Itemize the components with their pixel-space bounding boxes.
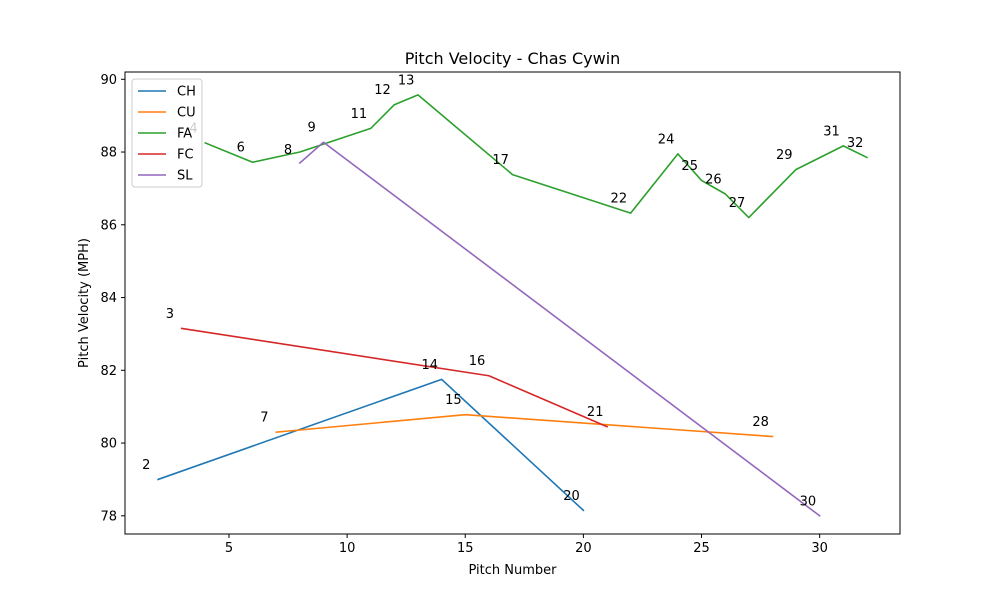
- x-tick-label: 5: [225, 541, 233, 556]
- legend-label-fa: FA: [177, 127, 192, 142]
- pitch-number-labels: 2346789111213141516172021222425262728293…: [142, 73, 863, 509]
- x-tick-label: 15: [457, 541, 474, 556]
- y-tick-label: 90: [100, 73, 117, 88]
- pitch-label-9: 9: [308, 121, 316, 136]
- pitch-label-13: 13: [398, 73, 415, 88]
- x-axis-label: Pitch Number: [468, 563, 557, 578]
- pitch-label-22: 22: [611, 192, 628, 207]
- pitch-label-29: 29: [776, 148, 793, 163]
- pitch-label-24: 24: [658, 132, 675, 147]
- plot-frame: [124, 71, 901, 535]
- legend-box: [131, 78, 203, 188]
- pitch-label-3: 3: [166, 307, 174, 322]
- chart-title: Pitch Velocity - Chas Cywin: [405, 49, 621, 68]
- pitch-label-7: 7: [260, 411, 268, 426]
- pitch-label-20: 20: [563, 489, 580, 504]
- x-tick-label: 25: [693, 541, 710, 556]
- pitch-label-15: 15: [445, 393, 462, 408]
- y-tick-label: 88: [100, 146, 117, 161]
- series-line-ch: [157, 378, 585, 512]
- series-line-fa: [204, 94, 868, 219]
- pitch-label-31: 31: [823, 124, 840, 139]
- legend-label-ch: CH: [177, 85, 196, 100]
- pitch-label-30: 30: [800, 494, 817, 509]
- x-axis-ticks: 5 10 15 20 25 30: [225, 534, 828, 556]
- pitch-label-17: 17: [492, 153, 509, 168]
- pitch-label-27: 27: [729, 196, 746, 211]
- pitch-label-25: 25: [681, 159, 698, 174]
- y-tick-label: 82: [100, 364, 117, 379]
- series-line-fc: [180, 327, 609, 428]
- pitch-label-6: 6: [237, 141, 245, 156]
- y-tick-label: 84: [100, 291, 117, 306]
- pitch-label-14: 14: [422, 358, 439, 373]
- pitch-label-8: 8: [284, 143, 292, 158]
- x-tick-label: 20: [575, 541, 592, 556]
- legend-label-fc: FC: [177, 148, 194, 163]
- y-tick-label: 86: [100, 218, 117, 233]
- y-axis-ticks: 78 80 82 84 86 88 90: [100, 73, 125, 524]
- legend-label-cu: CU: [177, 106, 196, 121]
- y-tick-label: 80: [100, 437, 117, 452]
- y-axis-label: Pitch Velocity (MPH): [77, 238, 92, 368]
- pitch-label-32: 32: [847, 136, 864, 151]
- series-line-cu: [275, 413, 774, 438]
- legend-label-sl: SL: [177, 169, 193, 184]
- series-line-sl: [298, 141, 821, 517]
- series-lines: [157, 94, 868, 517]
- pitch-label-21: 21: [587, 405, 604, 420]
- pitch-label-28: 28: [752, 415, 769, 430]
- pitch-label-12: 12: [374, 83, 391, 98]
- pitch-label-2: 2: [142, 458, 150, 473]
- x-tick-label: 10: [339, 541, 356, 556]
- legend: CH CU FA FC SL: [131, 78, 203, 188]
- y-tick-label: 78: [100, 509, 117, 524]
- x-tick-label: 30: [811, 541, 828, 556]
- pitch-label-16: 16: [469, 354, 486, 369]
- pitch-label-26: 26: [705, 172, 722, 187]
- pitch-label-11: 11: [351, 107, 368, 122]
